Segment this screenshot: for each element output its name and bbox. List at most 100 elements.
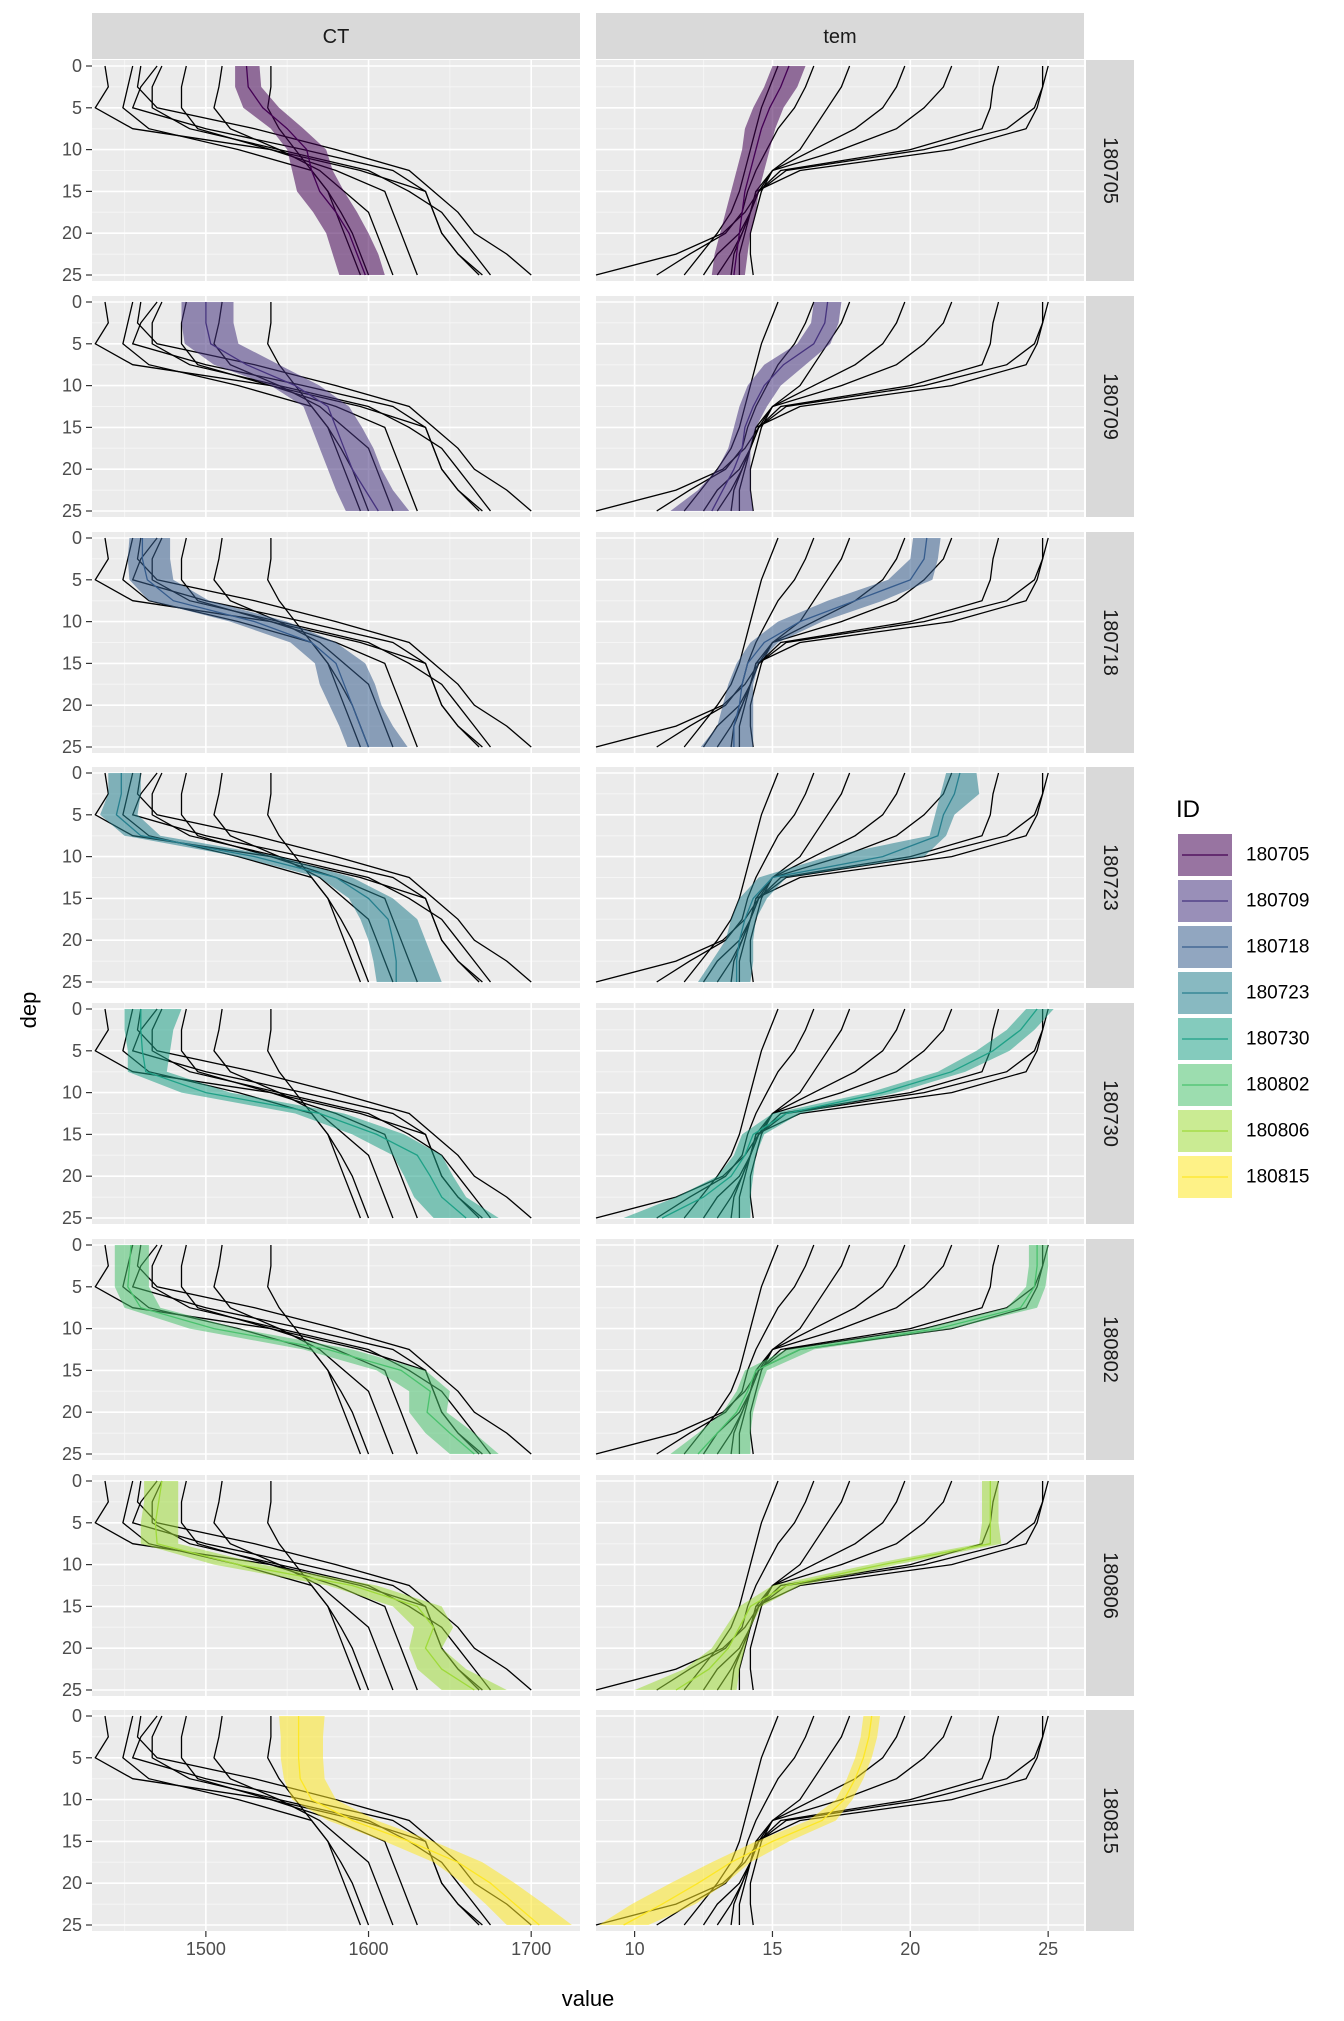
- series-mean-line-180718: [733, 537, 928, 747]
- row-strip-label-180815: 180815: [1099, 1787, 1121, 1854]
- x-tick-label: 20: [900, 1939, 920, 1959]
- row-strip-180718: [1086, 532, 1134, 753]
- y-tick-label: 10: [62, 847, 82, 867]
- x-tick-label: 25: [1038, 1939, 1058, 1959]
- y-tick-label: 5: [72, 334, 82, 354]
- legend-label-180815: 180815: [1246, 1167, 1309, 1188]
- y-tick-label: 25: [62, 1208, 82, 1228]
- series-ribbon-180806: [634, 1481, 1002, 1690]
- y-tick-label: 10: [62, 376, 82, 396]
- panel-tem-180718: [595, 532, 1084, 753]
- background-profile-line: [151, 1244, 492, 1455]
- legend-title: ID: [1176, 796, 1200, 823]
- background-profile-line: [180, 772, 480, 983]
- column-strip-label-CT: CT: [323, 26, 350, 48]
- y-tick-label: 25: [62, 972, 82, 992]
- series-mean-line-180802: [127, 1244, 475, 1455]
- y-tick-label: 25: [62, 1915, 82, 1935]
- y-tick-label: 5: [72, 1041, 82, 1061]
- y-tick-label: 10: [62, 1790, 82, 1810]
- background-profile-line: [749, 1715, 851, 1926]
- series-ribbon-180802: [670, 1245, 1049, 1454]
- y-tick-label: 20: [62, 695, 82, 715]
- row-strip-label-180709: 180709: [1099, 373, 1121, 440]
- y-tick-label: 10: [62, 612, 82, 632]
- y-tick-label: 25: [62, 1444, 82, 1464]
- series-mean-line-180730: [140, 1009, 467, 1219]
- y-tick-label: 20: [62, 1638, 82, 1658]
- background-profile-line: [136, 65, 532, 276]
- series-ribbon-180718: [700, 538, 941, 747]
- series-mean-line-180709: [205, 302, 379, 512]
- y-tick-label: 20: [62, 459, 82, 479]
- y-tick-label: 25: [62, 265, 82, 285]
- background-profile-line: [94, 65, 418, 276]
- y-tick-label: 15: [62, 1831, 82, 1851]
- series-mean-line-180723: [115, 773, 397, 982]
- row-strip-180802: [1086, 1239, 1134, 1460]
- row-strip-180723: [1086, 767, 1134, 988]
- panel-CT-180802: [92, 1239, 580, 1460]
- legend-label-180709: 180709: [1246, 891, 1309, 912]
- background-profile-line: [656, 1244, 815, 1455]
- x-axis-title: value: [562, 1986, 615, 2011]
- background-profile-line: [213, 1715, 394, 1926]
- background-profile-line: [702, 1716, 1044, 1926]
- series-ribbon-180806: [140, 1481, 507, 1690]
- series-ribbon-180718: [127, 538, 408, 747]
- series-mean-line-180723: [735, 772, 961, 982]
- panel-CT-180709: [92, 296, 580, 517]
- background-profile-line: [595, 301, 1049, 512]
- row-strip-180705: [1086, 60, 1134, 281]
- y-tick-label: 20: [62, 1402, 82, 1422]
- series-ribbon-180730: [124, 1009, 499, 1218]
- y-tick-label: 0: [72, 56, 82, 76]
- row-strip-label-180723: 180723: [1099, 844, 1121, 911]
- series-mean-line-180705: [245, 65, 366, 276]
- background-profile-line: [136, 1244, 532, 1455]
- y-tick-label: 0: [72, 1471, 82, 1491]
- panel-CT-180815: [92, 1710, 580, 1931]
- series-ribbon-180802: [114, 1245, 499, 1454]
- y-tick-label: 15: [62, 1360, 82, 1380]
- y-tick-label: 10: [62, 1555, 82, 1575]
- row-strip-label-180802: 180802: [1099, 1316, 1121, 1383]
- series-ribbon-180730: [623, 1009, 1054, 1218]
- background-profile-line: [716, 1715, 1000, 1926]
- series-ribbon-180709: [181, 302, 410, 511]
- panel-CT-180718: [92, 532, 580, 753]
- row-strip-label-180730: 180730: [1099, 1080, 1121, 1147]
- series-mean-line-180806: [154, 1480, 475, 1691]
- series-mean-line-180730: [661, 1008, 1038, 1219]
- legend-label-180806: 180806: [1246, 1121, 1309, 1142]
- panel-CT-180723: [92, 767, 580, 988]
- y-tick-label: 0: [72, 528, 82, 548]
- y-axis-title: dep: [16, 992, 41, 1029]
- background-profile-line: [136, 301, 532, 512]
- background-profile-line: [683, 537, 779, 748]
- series-ribbon-180705: [711, 66, 806, 275]
- y-tick-label: 15: [62, 417, 82, 437]
- background-profile-line: [683, 1244, 779, 1455]
- legend-label-180802: 180802: [1246, 1075, 1309, 1096]
- y-tick-label: 0: [72, 1235, 82, 1255]
- background-profile-line: [213, 1480, 394, 1691]
- y-tick-label: 15: [62, 888, 82, 908]
- legend-label-180723: 180723: [1246, 983, 1309, 1004]
- panel-tem-180705: [595, 60, 1084, 281]
- legend-label-180718: 180718: [1246, 937, 1309, 958]
- series-ribbon-180723: [698, 773, 980, 982]
- row-strip-label-180806: 180806: [1099, 1552, 1121, 1619]
- panel-CT-180806: [92, 1475, 580, 1696]
- background-profile-line: [151, 65, 492, 276]
- row-strip-180815: [1086, 1710, 1134, 1931]
- background-profile-line: [122, 1480, 362, 1691]
- background-profile-line: [683, 772, 779, 983]
- background-profile-line: [122, 1715, 362, 1926]
- panel-CT-180730: [92, 1003, 580, 1224]
- y-tick-label: 5: [72, 1277, 82, 1297]
- background-profile-line: [180, 65, 480, 276]
- panel-tem-180806: [595, 1475, 1084, 1696]
